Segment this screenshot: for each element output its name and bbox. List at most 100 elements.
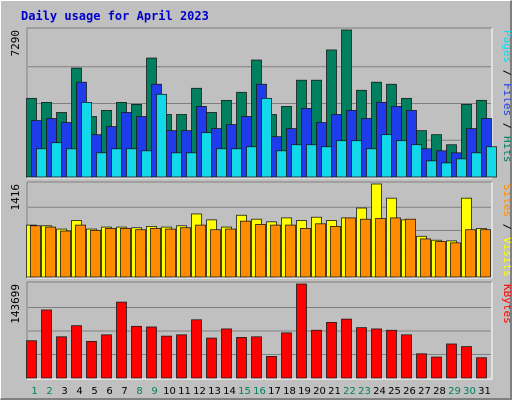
bar-sites-day-18 (285, 224, 296, 278)
bar-pages-day-5 (96, 152, 107, 178)
bar-kbytes-day-29 (446, 343, 457, 379)
panel-3: 143699 KBytes (9, 281, 511, 380)
bar-pages-day-30 (471, 152, 482, 178)
x-tick-label: 19 (298, 386, 311, 397)
bar-pages-day-13 (216, 148, 227, 178)
bar-kbytes-day-5 (86, 340, 97, 379)
legend-entry-pages: Pages (501, 30, 511, 63)
bar-pages-day-20 (321, 146, 332, 178)
chart-title: Daily usage for April 2023 (21, 9, 209, 23)
bar-pages-day-18 (291, 144, 302, 178)
bar-kbytes-day-7 (116, 301, 127, 379)
bar-kbytes-day-14 (221, 328, 232, 379)
bar-kbytes-day-11 (176, 334, 187, 379)
legend-label: Pages / Files / Hits (501, 30, 511, 163)
y-tick-label: 1416 (9, 184, 22, 211)
bar-sites-day-25 (390, 217, 401, 278)
bar-sites-day-12 (195, 224, 206, 278)
legend-entry-visits: Visits (501, 237, 511, 277)
legend-separator: / (501, 217, 511, 237)
bar-kbytes-day-26 (401, 334, 412, 379)
bar-sites-day-22 (345, 217, 356, 278)
bar-sites-day-15 (240, 220, 251, 278)
bar-pages-day-28 (441, 162, 452, 178)
bar-pages-day-27 (426, 160, 437, 178)
x-tick-label: 18 (283, 386, 296, 397)
bar-sites-day-26 (405, 218, 416, 278)
bar-sites-day-28 (435, 241, 446, 278)
x-tick-label: 13 (208, 386, 221, 397)
bar-kbytes-day-3 (56, 336, 67, 379)
bar-kbytes-day-6 (101, 334, 112, 379)
legend-entry-sites: Sites (501, 184, 511, 217)
bar-sites-day-10 (165, 228, 176, 278)
bar-kbytes-day-19 (296, 283, 307, 379)
bar-kbytes-day-1 (26, 340, 37, 379)
y-tick-label: 143699 (9, 284, 22, 324)
bar-kbytes-day-12 (191, 319, 202, 379)
legend-separator: / (501, 63, 511, 83)
bar-kbytes-day-13 (206, 337, 217, 379)
x-tick-label: 1 (31, 386, 37, 397)
bar-pages-day-6 (111, 148, 122, 178)
x-tick-label: 16 (253, 386, 266, 397)
bar-pages-day-17 (276, 150, 287, 178)
bar-pages-day-12 (201, 132, 212, 178)
bar-sites-day-20 (315, 223, 326, 278)
x-tick-label: 29 (448, 386, 461, 397)
bar-sites-day-17 (270, 224, 281, 278)
x-tick-label: 21 (328, 386, 341, 397)
bar-kbytes-day-20 (311, 329, 322, 379)
bar-pages-day-11 (186, 152, 197, 178)
x-tick-label: 7 (121, 386, 127, 397)
bar-kbytes-day-30 (461, 346, 472, 379)
legend-entry-files: Files (501, 83, 511, 116)
bar-pages-day-23 (366, 148, 377, 178)
x-tick-label: 4 (76, 386, 82, 397)
bar-sites-day-31 (480, 229, 491, 278)
bar-pages-day-14 (231, 148, 242, 178)
bar-pages-day-4 (81, 101, 92, 178)
bar-sites-day-21 (330, 226, 341, 278)
bar-pages-day-29 (456, 158, 467, 178)
bar-sites-day-24 (375, 218, 386, 278)
bar-kbytes-day-24 (371, 328, 382, 379)
x-tick-label: 27 (418, 386, 431, 397)
bar-kbytes-day-15 (236, 337, 247, 379)
x-tick-label: 2 (46, 386, 52, 397)
bar-pages-day-1 (36, 148, 47, 178)
legend-entry-hits: Hits (501, 136, 511, 163)
x-tick-label: 15 (238, 386, 251, 397)
x-tick-label: 8 (136, 386, 142, 397)
x-tick-label: 6 (106, 386, 112, 397)
bar-kbytes-day-9 (146, 326, 157, 379)
panel-1: 7290 Pages / Files / Hits (9, 27, 511, 179)
y-tick-label: 7290 (9, 30, 22, 57)
legend-label: Sites / Visits (501, 184, 511, 277)
bar-sites-day-29 (450, 242, 461, 278)
bar-kbytes-day-17 (266, 356, 277, 379)
bar-kbytes-day-31 (476, 357, 487, 379)
bars (26, 29, 497, 178)
bar-kbytes-day-4 (71, 325, 82, 379)
bar-sites-day-3 (60, 230, 71, 278)
x-tick-label: 24 (373, 386, 386, 397)
bar-kbytes-day-25 (386, 329, 397, 379)
bar-sites-day-19 (300, 227, 311, 278)
bar-kbytes-day-28 (431, 356, 442, 379)
x-tick-label: 3 (61, 386, 67, 397)
bar-sites-day-5 (90, 229, 101, 278)
legend-entry-kbytes: KBytes (501, 284, 511, 324)
bar-sites-day-14 (225, 228, 236, 278)
x-tick-label: 10 (163, 386, 176, 397)
bar-pages-day-21 (336, 140, 347, 178)
bar-pages-day-31 (486, 146, 497, 178)
x-tick-label: 22 (343, 386, 356, 397)
bar-pages-day-8 (141, 150, 152, 178)
bar-pages-day-2 (51, 142, 62, 178)
bar-pages-day-24 (381, 134, 392, 178)
bar-sites-day-8 (135, 229, 146, 278)
bar-pages-day-7 (126, 148, 137, 178)
x-tick-label: 9 (151, 386, 157, 397)
